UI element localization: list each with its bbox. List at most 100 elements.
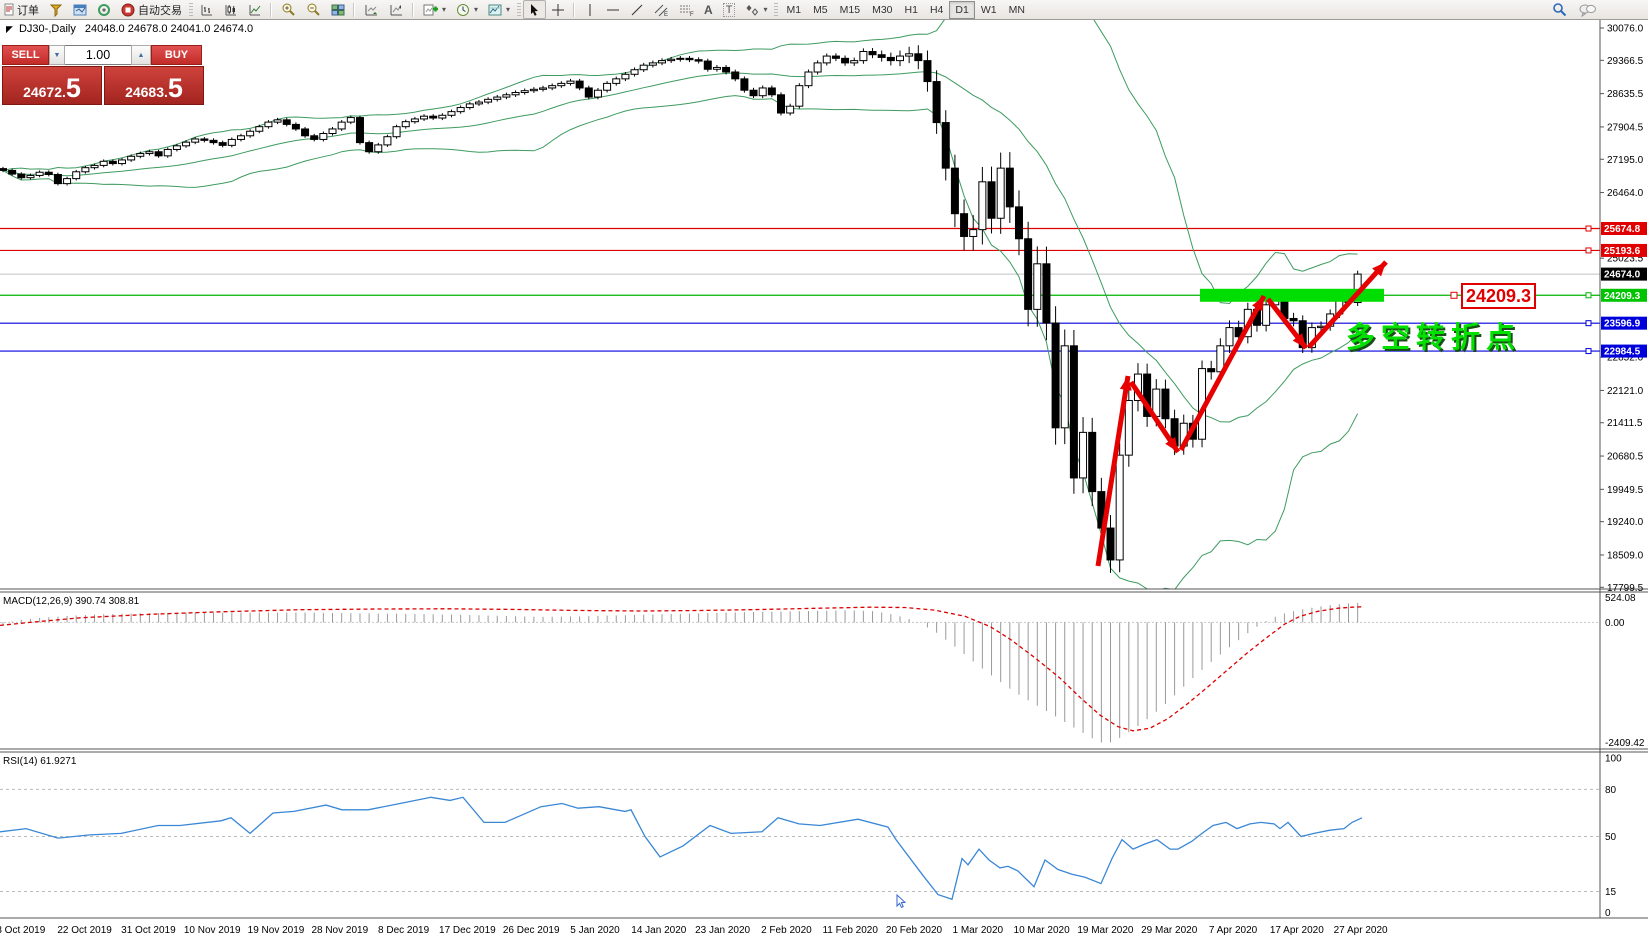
arrows-tool[interactable]: ▾ [740,0,772,19]
terminal-icon [97,3,111,17]
label-tool[interactable]: T [718,0,741,19]
horizontal-line-tool[interactable] [601,0,625,19]
cursor-tool-button[interactable] [523,0,547,19]
label-tool-icon: T [722,2,736,17]
svg-text:27 Apr 2020: 27 Apr 2020 [1334,925,1388,936]
svg-text:20680.5: 20680.5 [1607,452,1644,463]
buy-button[interactable]: BUY [151,45,202,65]
fibonacci-icon: F [679,3,694,18]
trendline-icon [630,3,644,17]
svg-text:18509.0: 18509.0 [1607,550,1644,561]
sell-button[interactable]: SELL [2,45,49,65]
lot-increase-button[interactable]: ▲ [131,45,151,65]
tf-m30[interactable]: M30 [872,3,893,16]
svg-text:8 Dec 2019: 8 Dec 2019 [378,925,430,936]
svg-text:17 Apr 2020: 17 Apr 2020 [1270,925,1324,936]
vertical-line-icon [584,3,596,17]
template-button[interactable]: ▾ [483,0,515,19]
svg-text:29366.5: 29366.5 [1607,56,1644,67]
tf-h1[interactable]: H1 [904,3,918,16]
svg-text:30076.0: 30076.0 [1607,24,1644,35]
chat-icon[interactable] [1579,3,1596,17]
svg-text:0: 0 [1605,908,1611,919]
svg-text:17799.5: 17799.5 [1607,583,1644,594]
svg-text:24209.3: 24209.3 [1604,291,1641,302]
svg-text:22121.0: 22121.0 [1607,386,1644,397]
new-order-icon [1,3,14,16]
search-icon[interactable] [1552,2,1567,17]
tf-w1[interactable]: W1 [980,3,997,16]
chart-shift-button[interactable] [384,0,409,19]
line-chart-button[interactable] [243,0,267,19]
svg-text:25193.6: 25193.6 [1604,246,1641,257]
chart-period-button[interactable]: ▾ [451,0,483,19]
toolbar-separator [270,2,272,17]
chart-symbol-period: DJ30-,Daily [18,23,76,35]
zoom-out-button[interactable] [301,0,326,19]
text-tool[interactable]: A [699,0,718,19]
cursor-icon [528,3,541,17]
tile-windows-button[interactable] [326,0,350,19]
vertical-line-tool[interactable] [579,0,601,19]
tf-m15[interactable]: M15 [839,3,861,16]
buy-price-pip: 5 [167,73,183,103]
tf-m1[interactable]: M1 [786,3,802,16]
new-order-button[interactable]: 订单 [0,0,44,19]
new-chart-icon [423,3,438,17]
svg-text:19949.5: 19949.5 [1607,485,1644,496]
channel-tool[interactable]: E [649,0,674,19]
navigator-icon [73,3,87,17]
svg-text:23596.9: 23596.9 [1604,319,1641,330]
period-clock-icon [456,3,470,17]
line-chart-icon [248,3,262,17]
tf-mn[interactable]: MN [1008,3,1025,16]
dropdown-caret: ▾ [474,5,479,14]
main-toolbar: 订单 自动交易 [0,0,1648,20]
svg-text:23 Jan 2020: 23 Jan 2020 [695,925,750,936]
tf-d1[interactable]: D1 [949,0,975,19]
terminal-button[interactable] [92,0,116,19]
navigator-button[interactable] [68,0,92,19]
svg-text:17 Dec 2019: 17 Dec 2019 [439,925,496,936]
fibonacci-tool[interactable]: F [674,0,699,19]
tf-m5[interactable]: M5 [813,3,828,16]
svg-text:F: F [690,12,694,17]
buy-price-display[interactable]: 24683. 5 [104,66,204,105]
candlestick-chart-button[interactable] [219,0,243,19]
lot-decrease-button[interactable]: ▼ [49,45,65,65]
horizontal-line-icon [606,4,620,16]
toolbar-grip [189,2,193,17]
zoom-in-button[interactable] [276,0,301,19]
svg-text:0.00: 0.00 [1605,618,1625,629]
bar-chart-button[interactable] [195,0,219,19]
svg-text:7 Apr 2020: 7 Apr 2020 [1209,925,1258,936]
buy-price-main: 24683 [125,84,164,100]
price-annotation-box[interactable]: 24209.3 [1461,283,1536,309]
sell-price-display[interactable]: 24672. 5 [2,66,102,105]
autotrading-button[interactable]: 自动交易 [116,0,187,19]
crosshair-tool-button[interactable] [546,0,570,19]
new-chart-button[interactable]: ▾ [418,0,451,19]
channel-icon: E [654,3,669,18]
dropdown-caret: ▾ [763,5,768,14]
svg-text:21411.5: 21411.5 [1607,418,1643,429]
svg-text:20 Feb 2020: 20 Feb 2020 [886,925,943,936]
svg-text:2 Feb 2020: 2 Feb 2020 [761,925,812,936]
zoom-in-icon [281,2,296,17]
trendline-tool[interactable] [625,0,649,19]
svg-text:14 Jan 2020: 14 Jan 2020 [631,925,686,936]
svg-text:15: 15 [1605,887,1617,898]
chinese-annotation-text[interactable]: 多空转折点 [1346,322,1522,354]
lot-size-input[interactable] [65,45,131,65]
tf-h4[interactable]: H4 [929,3,944,16]
svg-text:27195.0: 27195.0 [1607,155,1644,166]
svg-text:10 Mar 2020: 10 Mar 2020 [1014,925,1071,936]
candlestick-chart-icon [224,3,238,17]
auto-scroll-button[interactable] [359,0,384,19]
svg-text:19 Nov 2019: 19 Nov 2019 [248,925,305,936]
svg-text:26 Dec 2019: 26 Dec 2019 [503,925,560,936]
autotrading-label: 自动交易 [138,4,182,17]
market-watch-button[interactable] [44,0,68,19]
svg-text:22984.5: 22984.5 [1604,347,1641,358]
